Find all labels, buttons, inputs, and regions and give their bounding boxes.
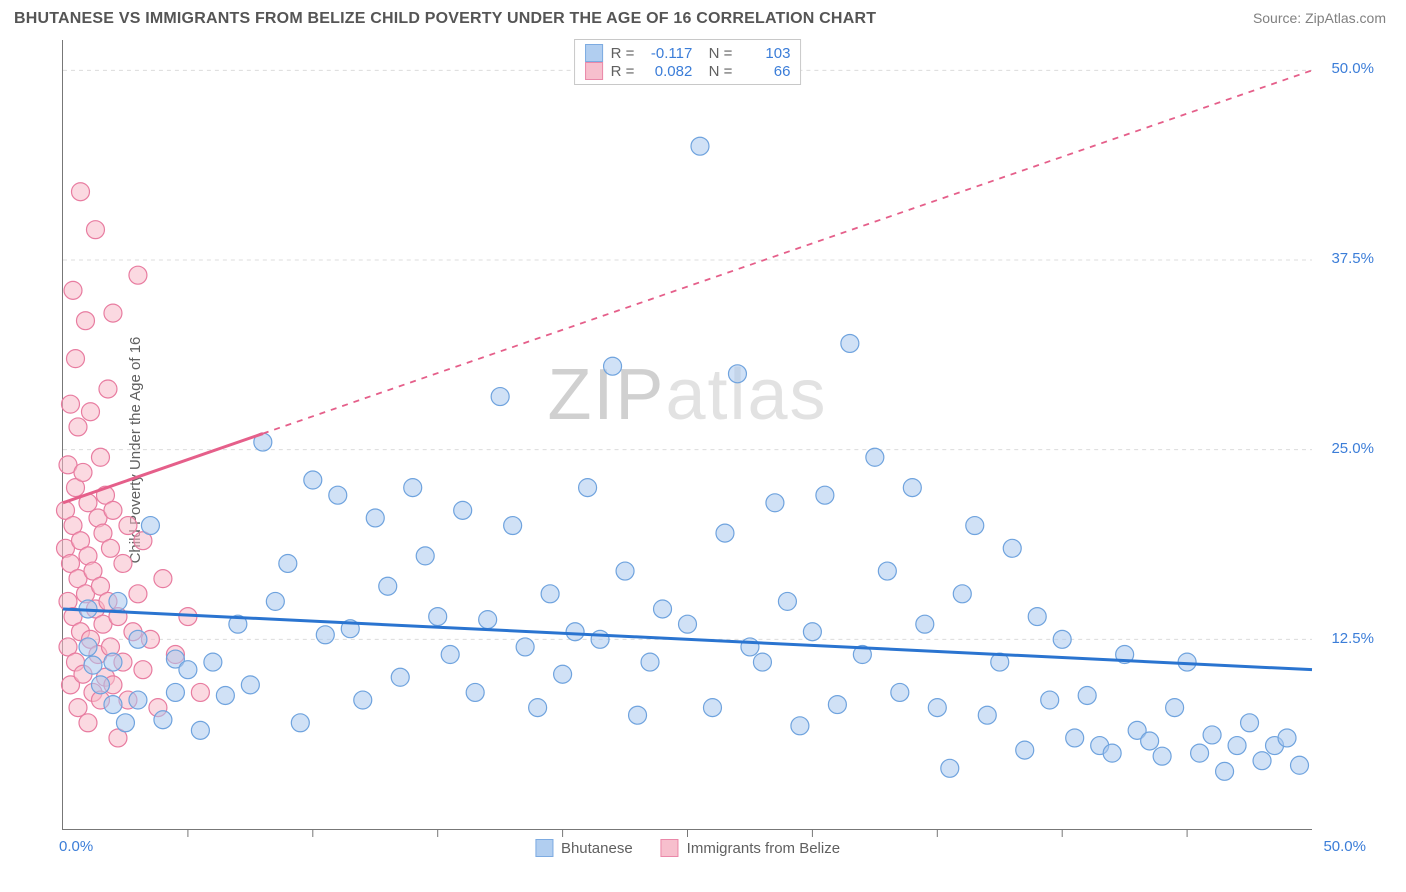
legend-item-belize: Immigrants from Belize [661, 839, 840, 857]
y-grid-label: 25.0% [1331, 440, 1374, 457]
corr-row-bhutanese: R = -0.117 N = 103 [585, 44, 791, 62]
swatch-bhutanese-bottom [535, 839, 553, 857]
correlation-legend: R = -0.117 N = 103 R = 0.082 N = 66 [574, 39, 802, 85]
swatch-belize [585, 62, 603, 80]
x-max-label: 50.0% [1323, 838, 1366, 855]
series-legend: Bhutanese Immigrants from Belize [535, 839, 840, 857]
plot-region: ZIPatlas R = -0.117 N = 103 R = 0.082 N … [62, 40, 1312, 830]
corr-row-belize: R = 0.082 N = 66 [585, 62, 791, 80]
y-grid-label: 50.0% [1331, 60, 1374, 77]
swatch-belize-bottom [661, 839, 679, 857]
x-min-label: 0.0% [59, 838, 93, 855]
y-grid-label: 12.5% [1331, 630, 1374, 647]
legend-label-bhutanese: Bhutanese [561, 840, 633, 857]
swatch-bhutanese [585, 44, 603, 62]
legend-item-bhutanese: Bhutanese [535, 839, 633, 857]
y-grid-label: 37.5% [1331, 250, 1374, 267]
chart-area: Child Poverty Under the Age of 16 ZIPatl… [14, 40, 1392, 860]
legend-label-belize: Immigrants from Belize [687, 840, 840, 857]
chart-title: BHUTANESE VS IMMIGRANTS FROM BELIZE CHIL… [14, 10, 876, 28]
plot-svg [63, 40, 1312, 829]
source-label: Source: ZipAtlas.com [1253, 10, 1386, 26]
